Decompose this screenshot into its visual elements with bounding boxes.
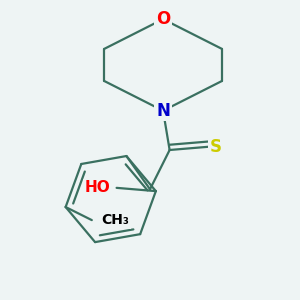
Text: O: O	[156, 10, 170, 28]
Text: N: N	[156, 102, 170, 120]
Text: CH₃: CH₃	[102, 213, 130, 227]
Text: HO: HO	[84, 180, 110, 195]
Text: S: S	[209, 138, 221, 156]
